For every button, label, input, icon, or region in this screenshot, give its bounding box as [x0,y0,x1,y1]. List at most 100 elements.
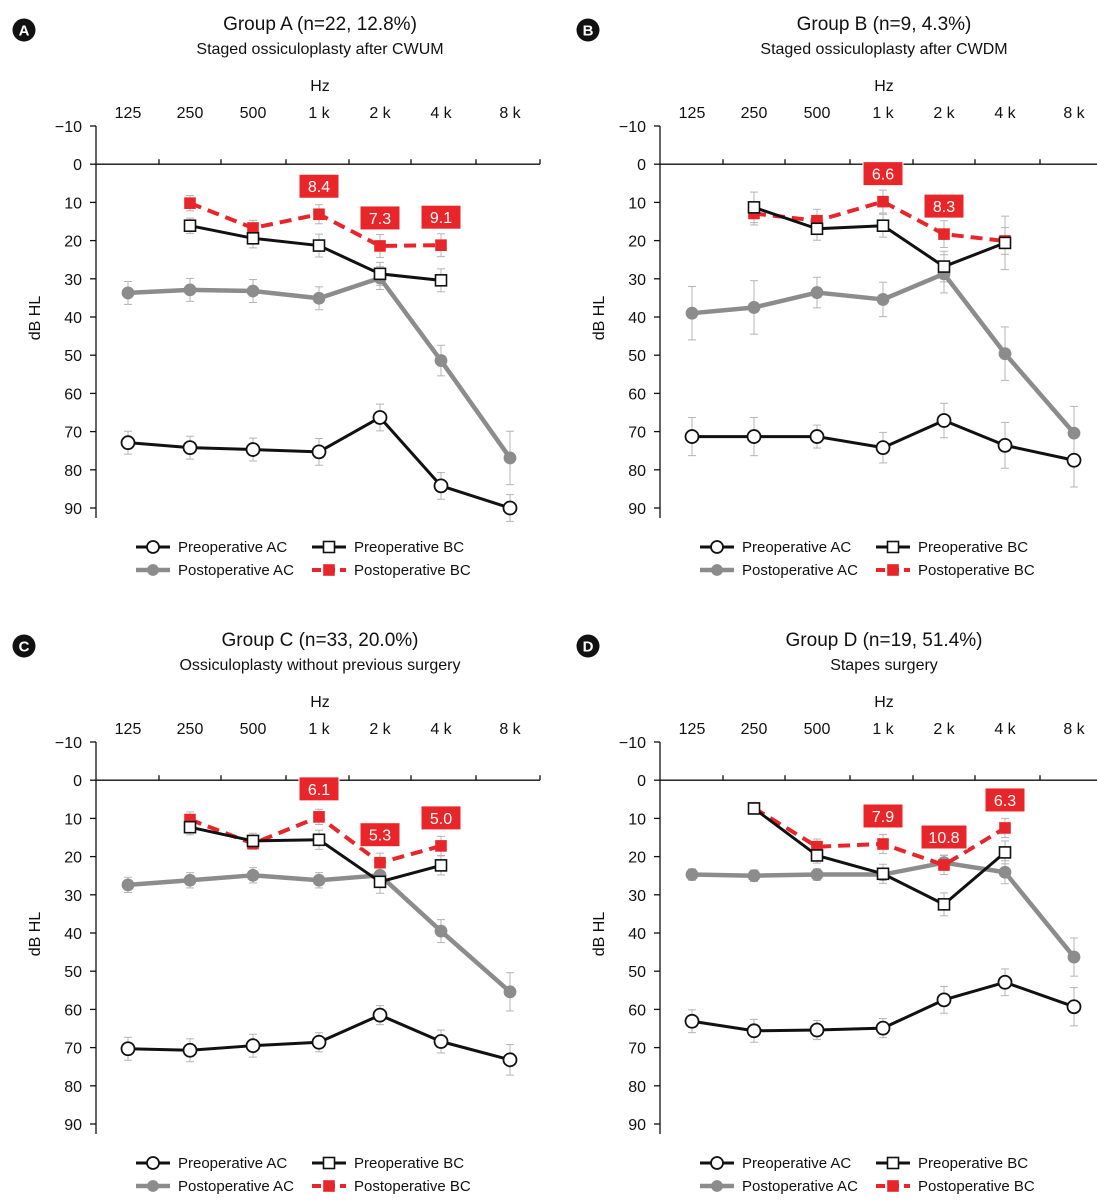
legend-label: Postoperative AC [178,1178,294,1195]
legend-item-pre-bc: Preoperative BC [312,1155,464,1172]
x-tick-label: 8 k [1063,721,1085,738]
legend-item-post-bc: Postoperative BC [312,562,471,579]
panel-letter: A [19,23,30,40]
series-line-post_ac [128,875,510,992]
data-point-post_ac [812,287,823,298]
data-point-pre_bc [749,803,760,814]
x-tick-label: 125 [679,721,706,738]
data-point-post_ac [749,870,760,881]
legend-label: Preoperative BC [354,1155,464,1172]
y-tick-label: 20 [64,234,82,251]
annotation-label: 8.4 [308,179,330,196]
data-point-post_bc [939,229,949,239]
annotation-label: 6.6 [872,167,894,184]
annotation-label: 9.1 [430,210,452,227]
legend-swatch-marker [888,565,898,575]
chart-subtitle: Ossiculoplasty without previous surgery [179,657,460,674]
data-point-pre_ac [374,411,387,424]
chart-title: Group D (n=19, 51.4%) [786,630,983,651]
data-point-pre_ac [811,1024,824,1037]
data-point-pre_bc [939,899,950,910]
data-point-pre_bc [314,240,325,251]
data-point-pre_bc [436,860,447,871]
x-tick-label: 4 k [430,721,452,738]
legend-label: Postoperative AC [742,1178,858,1195]
data-point-post_ac [314,293,325,304]
x-tick-label: 250 [177,721,204,738]
legend-label: Preoperative AC [742,539,851,556]
legend-item-pre-ac: Preoperative AC [700,539,851,556]
data-point-post_ac [1069,428,1080,439]
annotation-label: 5.3 [369,828,391,845]
y-tick-label: 10 [628,195,646,212]
data-point-pre_ac [374,1009,387,1022]
legend-item-pre-bc: Preoperative BC [876,1155,1028,1172]
data-point-pre_ac [247,1039,260,1052]
y-tick-label: 90 [628,1117,646,1134]
data-point-pre_bc [878,868,889,879]
legend-label: Preoperative BC [918,539,1028,556]
chart-subtitle: Stapes surgery [830,657,938,674]
legend-item-pre-ac: Preoperative AC [136,539,287,556]
legend-item-post-ac: Postoperative AC [700,562,858,579]
data-point-post_ac [248,286,259,297]
data-point-post_bc [878,197,888,207]
y-tick-label: 0 [637,157,646,174]
data-point-post_ac [436,926,447,937]
data-point-pre_ac [877,1022,890,1035]
x-tick-label: 250 [177,105,204,122]
data-point-post_ac [185,284,196,295]
legend-swatch-marker [148,1181,158,1191]
y-tick-label: 90 [64,1117,82,1134]
x-tick-label: 2 k [933,105,955,122]
data-point-pre_ac [938,414,951,427]
y-tick-label: 30 [628,888,646,905]
panel-letter: B [583,23,594,40]
x-tick-label: 4 k [994,105,1016,122]
data-point-pre_ac [435,1035,448,1048]
data-point-pre_ac [999,439,1012,452]
data-point-pre_ac [811,430,824,443]
y-tick-label: 50 [628,348,646,365]
y-tick-label: 10 [64,811,82,828]
y-tick-label: 0 [73,157,82,174]
annotation-label: 5.0 [430,811,452,828]
x-tick-label: 2 k [369,721,391,738]
chart-title: Group B (n=9, 4.3%) [797,14,972,35]
y-tick-label: 60 [64,1002,82,1019]
data-point-pre_ac [247,443,260,456]
y-tick-label: 30 [64,272,82,289]
y-axis-label: dB HL [27,296,44,341]
x-tick-label: 500 [240,721,267,738]
data-point-pre_ac [1068,454,1081,467]
data-point-pre_bc [878,220,889,231]
legend-label: Postoperative AC [178,562,294,579]
data-point-post_ac [248,870,259,881]
data-point-post_bc [1000,823,1010,833]
legend-label: Postoperative BC [354,1178,471,1195]
x-tick-label: 250 [741,721,768,738]
x-tick-label: 4 k [994,721,1016,738]
legend-swatch-marker [711,1157,723,1169]
y-tick-label: 60 [628,386,646,403]
y-tick-label: 50 [628,964,646,981]
y-tick-label: 80 [628,463,646,480]
data-point-pre_bc [185,220,196,231]
x-tick-label: 2 k [369,105,391,122]
y-tick-label: 80 [64,463,82,480]
data-point-post_ac [314,875,325,886]
y-tick-label: −10 [619,119,646,136]
chart-title: Group A (n=22, 12.8%) [223,14,417,35]
legend-swatch-marker [147,1157,159,1169]
x-tick-label: 8 k [499,105,521,122]
data-point-pre_ac [748,1024,761,1037]
chart-subtitle: Staged ossiculoplasty after CWUM [196,41,443,58]
y-tick-label: −10 [619,735,646,752]
data-point-pre_ac [313,1036,326,1049]
y-tick-label: 70 [64,425,82,442]
legend-swatch-marker [324,1158,335,1169]
data-point-post_bc [436,841,446,851]
y-tick-label: 90 [628,501,646,518]
